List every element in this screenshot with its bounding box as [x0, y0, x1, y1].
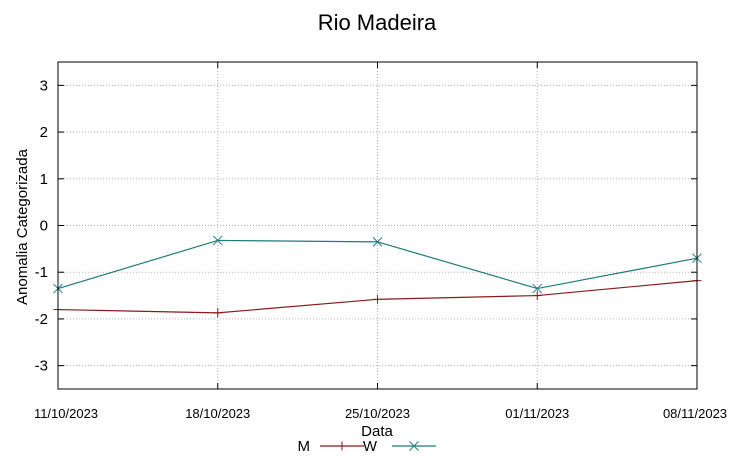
y-axis-ticks: -3 -2 -1 0 1 2 3: [35, 77, 697, 375]
legend-label-w: W: [363, 438, 378, 455]
y-tick-label: -2: [35, 311, 48, 328]
y-tick-label: 1: [40, 171, 48, 188]
y-tick-label: 3: [40, 77, 48, 94]
x-axis-ticks: 11/10/2023 18/10/2023 25/10/2023 01/11/2023…: [34, 62, 727, 421]
data-point-m: [532, 291, 542, 301]
chart-title: Rio Madeira: [318, 10, 437, 35]
y-tick-label: -3: [35, 358, 48, 375]
y-tick-label: -1: [35, 264, 48, 281]
grid-lines: [58, 62, 697, 389]
x-tick-label: 01/11/2023: [505, 406, 569, 421]
x-tick-label: 18/10/2023: [185, 406, 250, 421]
data-point-m: [373, 294, 382, 304]
y-tick-label: 0: [40, 218, 48, 235]
y-tick-label: 2: [40, 124, 48, 141]
x-tick-label: 11/10/2023: [34, 406, 98, 421]
x-axis-label: Data: [361, 423, 393, 440]
plot-frame: [57, 61, 698, 390]
legend-marker-w: [409, 441, 419, 451]
y-axis-label: Anomalia Categorizada: [14, 148, 31, 305]
series-group: [53, 235, 702, 318]
data-point-w: [372, 236, 383, 247]
legend-marker-m: [337, 441, 347, 451]
x-tick-label: 08/11/2023: [663, 406, 727, 421]
data-point-m: [213, 308, 223, 318]
x-tick-label: 25/10/2023: [345, 406, 410, 421]
data-point-w: [532, 283, 543, 294]
data-point-w: [212, 235, 223, 246]
legend-label-m: M: [298, 438, 311, 455]
